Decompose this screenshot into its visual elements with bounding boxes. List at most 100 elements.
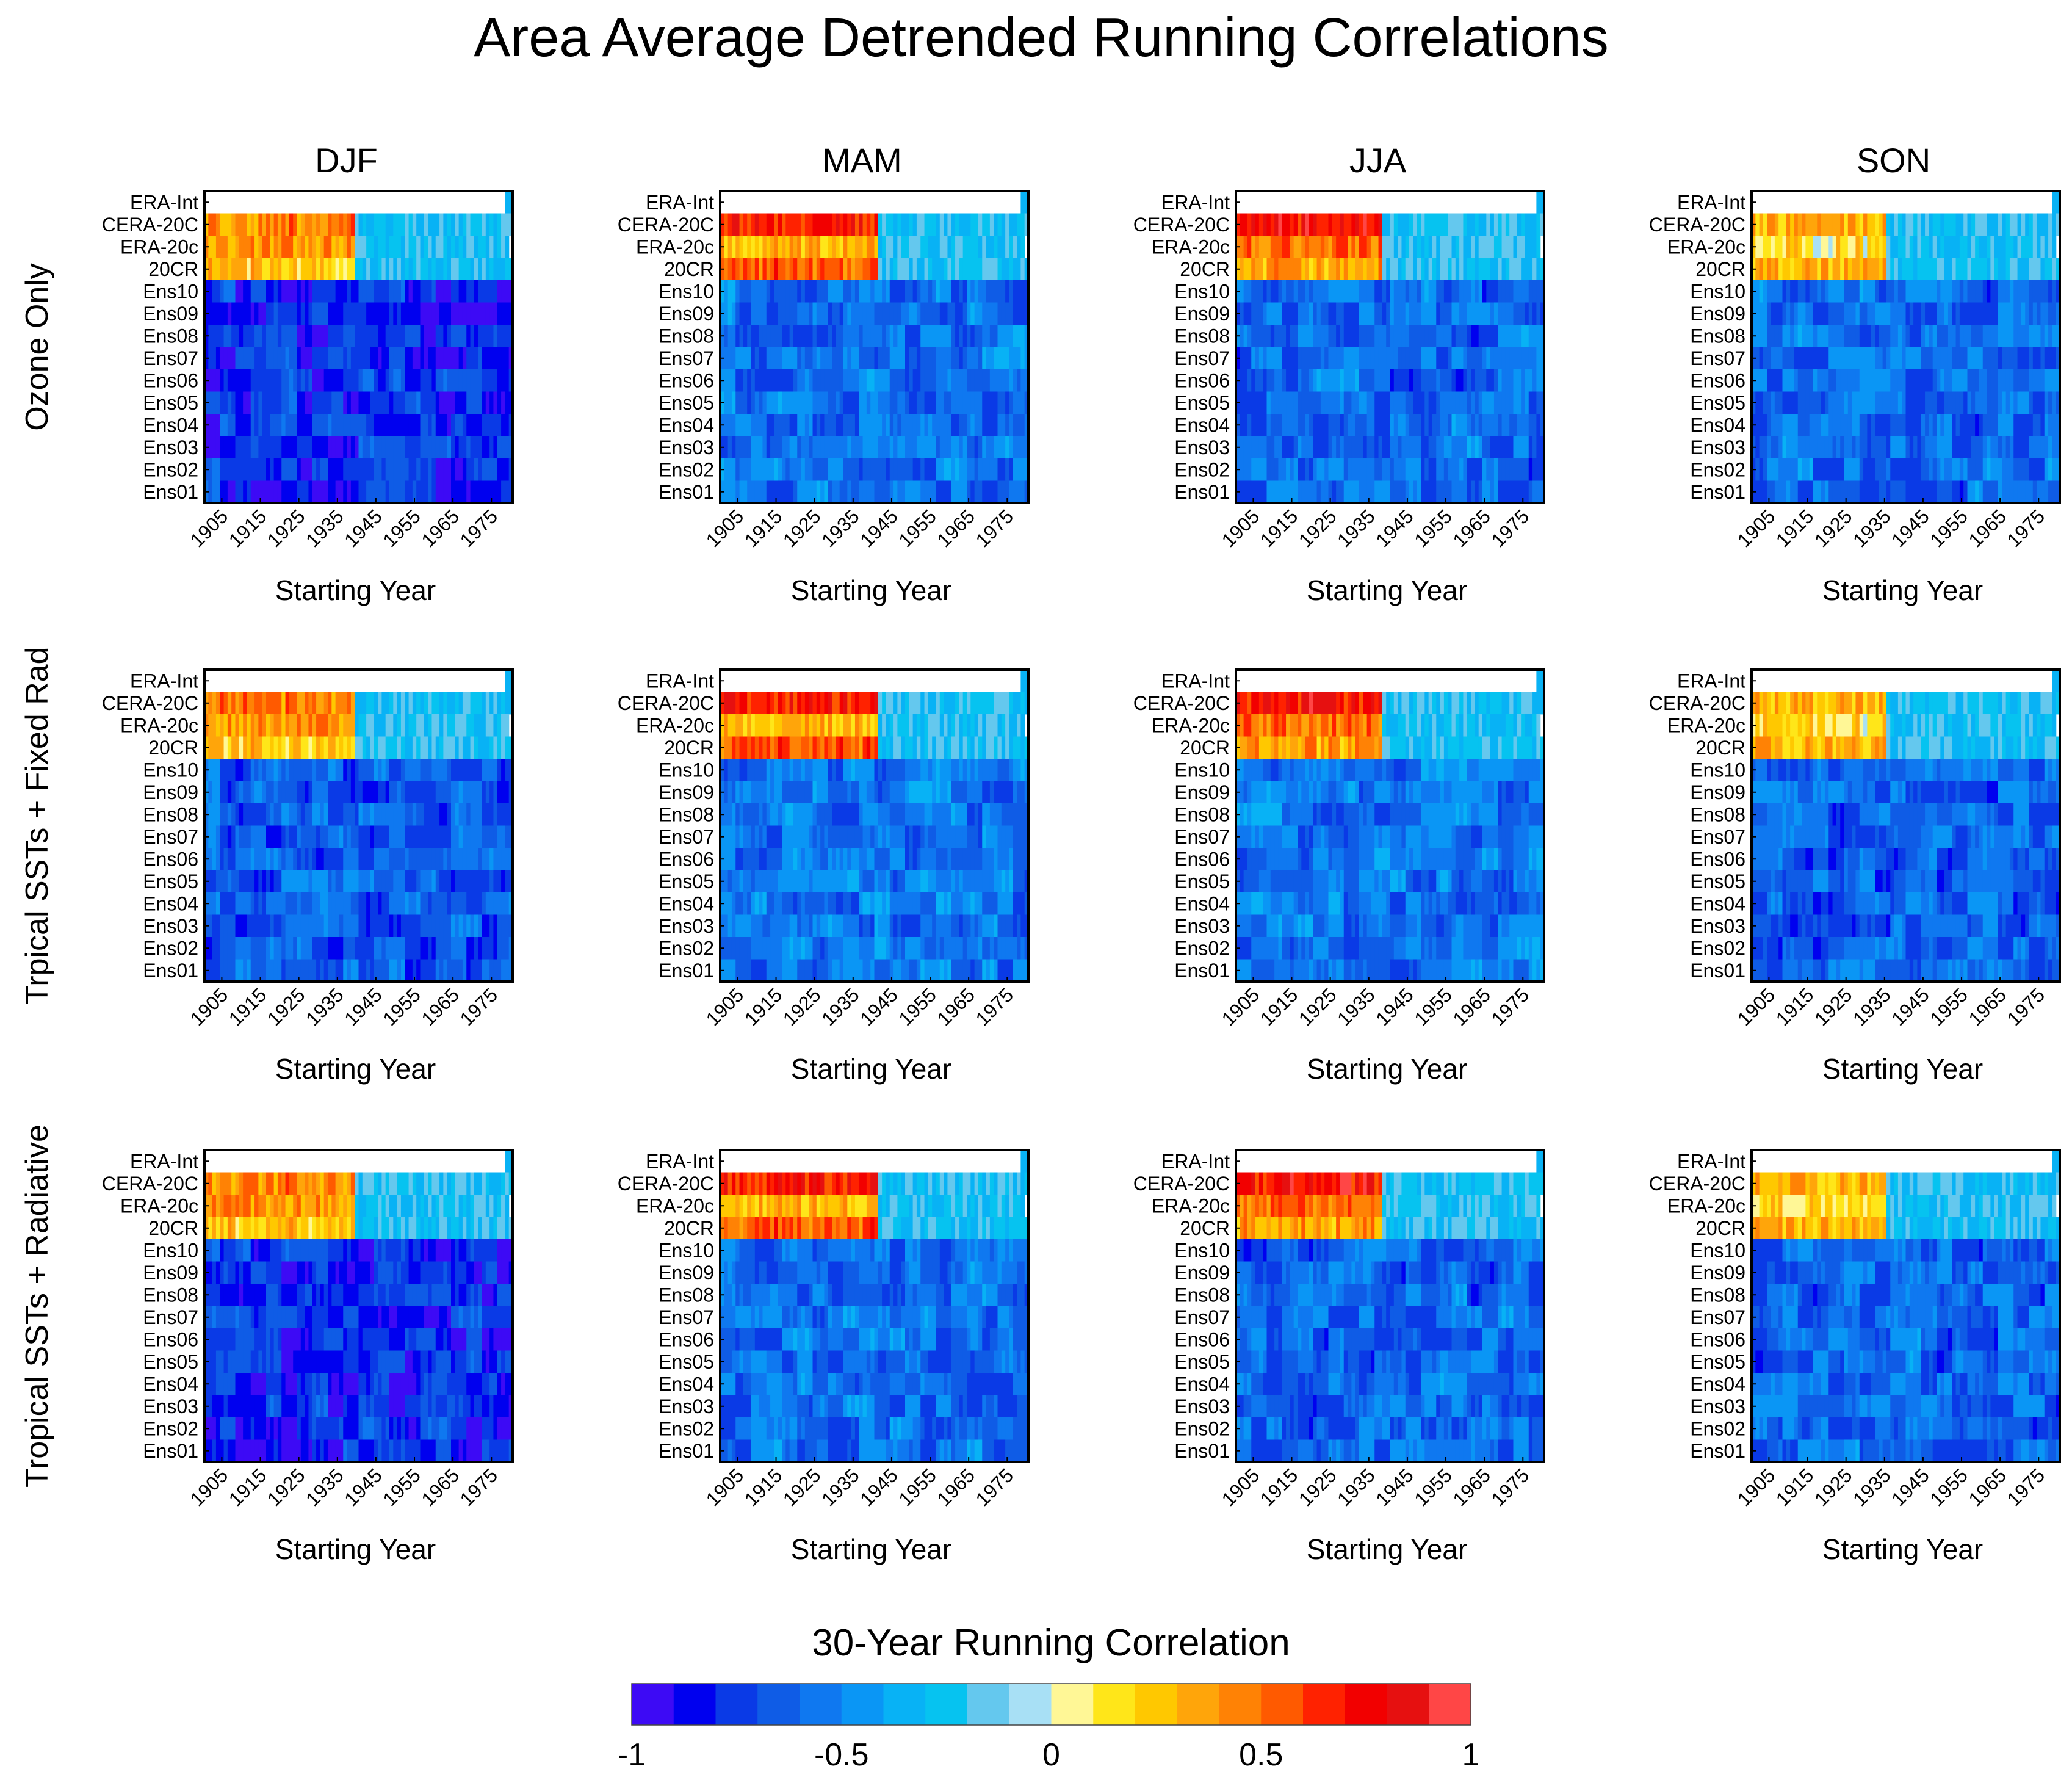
heatmap-cell — [1321, 481, 1325, 504]
heatmap-cell — [1755, 392, 1760, 414]
heatmap-cell — [1452, 214, 1456, 236]
heatmap-cell — [1336, 325, 1340, 347]
heatmap-cell — [813, 325, 817, 347]
heatmap-cell — [466, 258, 471, 281]
heatmap-cell — [478, 280, 482, 303]
heatmap-cell — [1902, 303, 1906, 325]
heatmap-cell — [878, 369, 883, 392]
heatmap-cell — [982, 414, 986, 436]
heatmap-cell — [336, 303, 340, 325]
heatmap-cell — [478, 826, 482, 848]
heatmap-cell — [339, 303, 344, 325]
heatmap-cell — [728, 369, 732, 392]
heatmap-cell — [443, 781, 447, 804]
heatmap-cell — [1760, 258, 1764, 281]
heatmap-cell — [328, 458, 332, 481]
heatmap-cell — [1324, 392, 1329, 414]
heatmap-cell — [224, 692, 228, 715]
heatmap-cell — [2013, 369, 2018, 392]
heatmap-cell — [258, 458, 262, 481]
heatmap-cell — [1775, 458, 1779, 481]
heatmap-cell — [728, 392, 732, 414]
heatmap-cell — [266, 325, 270, 347]
heatmap-cell — [293, 214, 297, 236]
heatmap-cell — [1952, 303, 1956, 325]
heatmap-cell — [478, 803, 482, 826]
heatmap-cell — [951, 236, 956, 258]
heatmap-cell — [1317, 481, 1321, 504]
heatmap-cell — [1860, 280, 1864, 303]
heatmap-cell — [778, 414, 782, 436]
heatmap-cell — [793, 214, 798, 236]
heatmap-cell — [381, 781, 386, 804]
heatmap-cell — [1009, 325, 1013, 347]
heatmap-cell — [1479, 392, 1483, 414]
heatmap-cell — [1267, 325, 1271, 347]
heatmap-cell — [471, 392, 475, 414]
heatmap-cell — [1844, 414, 1849, 436]
heatmap-cell — [1340, 303, 1344, 325]
heatmap-cell — [486, 214, 490, 236]
heatmap-cell — [759, 258, 763, 281]
heatmap-cell — [355, 826, 359, 848]
heatmap-cell — [1436, 436, 1440, 459]
heatmap-cell — [870, 369, 875, 392]
heatmap-cell — [393, 214, 397, 236]
heatmap-cell — [409, 236, 413, 258]
heatmap-cell — [1521, 347, 1525, 370]
heatmap-cell — [1906, 214, 1910, 236]
heatmap-cell — [2018, 414, 2022, 436]
heatmap-cell — [1456, 280, 1460, 303]
heatmap-cell — [740, 436, 744, 459]
heatmap-cell — [1432, 214, 1437, 236]
heatmap-cell — [1960, 236, 1964, 258]
heatmap-cell — [743, 414, 748, 436]
heatmap-cell — [1948, 347, 1952, 370]
y-tick-label: Ens10 — [659, 280, 714, 302]
heatmap-cell — [1351, 280, 1355, 303]
heatmap-cell — [374, 258, 378, 281]
heatmap-cell — [1479, 369, 1483, 392]
heatmap-cell — [1963, 214, 1968, 236]
heatmap-cell — [847, 369, 851, 392]
heatmap-cell — [331, 258, 336, 281]
heatmap-cell — [1852, 258, 1856, 281]
heatmap-cell — [463, 458, 467, 481]
y-tick-label: Ens08 — [1690, 325, 1745, 347]
heatmap-cell — [1917, 414, 1921, 436]
heatmap-cell — [820, 436, 825, 459]
heatmap-cell — [286, 236, 290, 258]
heatmap-cell — [463, 280, 467, 303]
heatmap-cell — [1336, 214, 1340, 236]
heatmap-cell — [920, 303, 925, 325]
heatmap-cell — [336, 737, 340, 759]
heatmap-cell — [270, 759, 274, 781]
heatmap-cell — [1783, 369, 1787, 392]
heatmap-cell — [1355, 369, 1360, 392]
heatmap-cell — [986, 481, 991, 504]
heatmap-cell — [1498, 458, 1502, 481]
heatmap-cell — [1913, 392, 1918, 414]
heatmap-cell — [1005, 214, 1009, 236]
heatmap-cell — [2040, 258, 2045, 281]
heatmap-cell — [770, 303, 774, 325]
heatmap-cell — [1802, 280, 1806, 303]
heatmap-cell — [1802, 436, 1806, 459]
heatmap-cell — [978, 325, 983, 347]
heatmap-cell — [397, 369, 402, 392]
heatmap-cell — [413, 714, 417, 737]
heatmap-cell — [474, 414, 478, 436]
heatmap-cell — [1463, 325, 1467, 347]
heatmap-cell — [886, 481, 890, 504]
heatmap-cell — [1979, 481, 1983, 504]
heatmap-cell — [1386, 347, 1390, 370]
heatmap-cell — [1417, 303, 1421, 325]
heatmap-cell — [905, 347, 909, 370]
heatmap-cell — [940, 280, 944, 303]
y-tick-label: CERA-20C — [102, 214, 198, 236]
heatmap-cell — [1817, 392, 1821, 414]
heatmap-cell — [1775, 325, 1779, 347]
heatmap-cell — [251, 280, 255, 303]
heatmap-cell — [355, 481, 359, 504]
heatmap-cell — [297, 781, 301, 804]
